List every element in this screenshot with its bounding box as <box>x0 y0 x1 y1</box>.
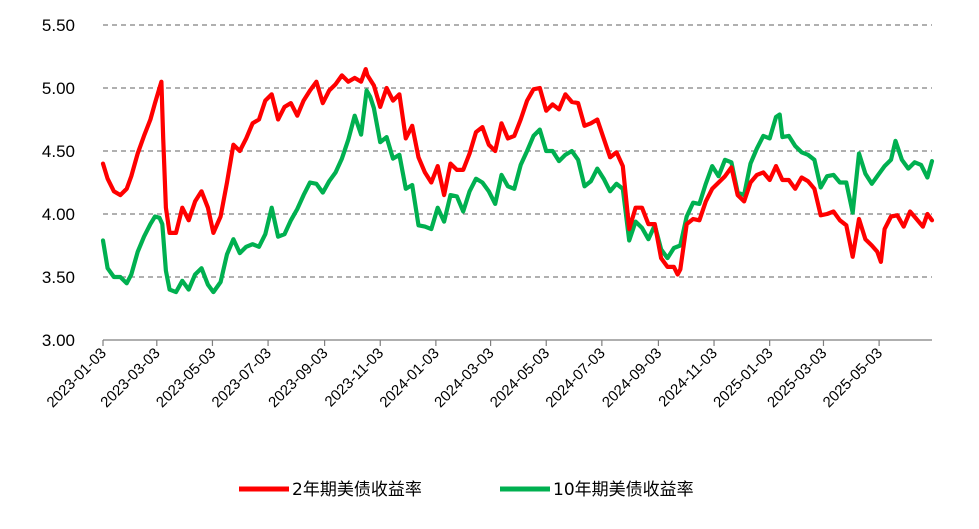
legend-label: 10年期美债收益率 <box>553 480 694 500</box>
y-tick-label: 3.00 <box>42 331 75 350</box>
legend-entry-2y: 2年期美债收益率 <box>239 480 422 500</box>
x-axis <box>102 339 932 346</box>
legend-label: 2年期美债收益率 <box>292 480 422 500</box>
gridlines <box>103 24 932 278</box>
y-tick-label: 3.50 <box>42 268 75 287</box>
y-tick-label: 5.50 <box>42 16 75 35</box>
y-axis-tick-labels: 3.00 3.50 4.00 4.50 5.00 5.50 <box>42 16 75 350</box>
x-axis-tick-labels: 2023-01-032023-03-032023-05-032023-07-03… <box>44 345 886 411</box>
y-tick-label: 4.50 <box>42 142 75 161</box>
x-tick-label: 2024-07-03 <box>542 345 608 411</box>
series-lines <box>100 67 935 295</box>
series-2y-line <box>100 67 935 277</box>
x-tick-label: 2023-09-03 <box>265 345 331 411</box>
y-tick-label: 4.00 <box>42 205 75 224</box>
x-tick-label: 2024-09-03 <box>599 345 665 411</box>
y-tick-label: 5.00 <box>42 79 75 98</box>
legend: 2年期美债收益率 10年期美债收益率 <box>239 480 694 500</box>
legend-entry-10y: 10年期美债收益率 <box>500 480 694 500</box>
x-tick-label: 2025-05-03 <box>820 345 886 411</box>
x-tick-label: 2023-07-03 <box>209 345 275 411</box>
series-10y-line <box>100 88 935 295</box>
